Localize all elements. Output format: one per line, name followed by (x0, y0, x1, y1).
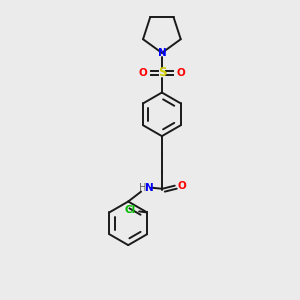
Text: N: N (145, 183, 153, 193)
Text: N: N (158, 48, 166, 58)
Text: O: O (177, 181, 186, 191)
Text: O: O (139, 68, 147, 78)
Text: Cl: Cl (124, 206, 136, 215)
Text: S: S (158, 66, 166, 79)
Text: O: O (176, 68, 185, 78)
Text: H: H (140, 183, 147, 193)
